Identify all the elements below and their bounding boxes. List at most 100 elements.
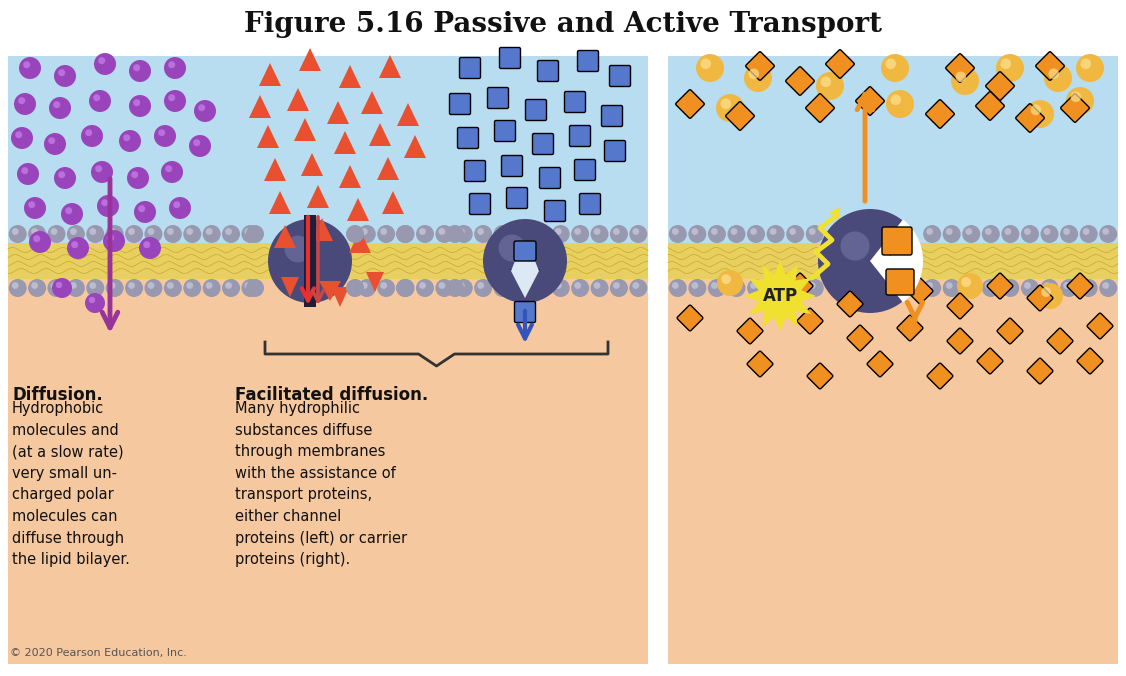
FancyBboxPatch shape <box>677 305 703 331</box>
Circle shape <box>727 279 745 297</box>
Circle shape <box>985 228 992 235</box>
Circle shape <box>102 230 125 252</box>
Circle shape <box>97 195 119 217</box>
FancyBboxPatch shape <box>494 120 516 141</box>
Circle shape <box>446 279 464 297</box>
Circle shape <box>1026 100 1054 128</box>
Circle shape <box>750 228 757 235</box>
Circle shape <box>161 161 184 183</box>
Circle shape <box>29 231 51 253</box>
Circle shape <box>400 282 406 289</box>
Circle shape <box>24 197 46 219</box>
FancyBboxPatch shape <box>676 90 705 118</box>
Circle shape <box>1040 279 1058 297</box>
Circle shape <box>767 225 785 243</box>
Circle shape <box>886 90 914 118</box>
Polygon shape <box>377 157 399 180</box>
Circle shape <box>1001 279 1019 297</box>
Text: Many hydrophilic
substances diffuse
through membranes
with the assistance of
tra: Many hydrophilic substances diffuse thro… <box>235 401 408 567</box>
FancyBboxPatch shape <box>1067 273 1093 299</box>
Circle shape <box>144 279 162 297</box>
Circle shape <box>154 125 176 147</box>
Circle shape <box>688 279 706 297</box>
Circle shape <box>536 228 543 235</box>
Circle shape <box>571 225 589 243</box>
Circle shape <box>982 225 1000 243</box>
Circle shape <box>808 228 815 235</box>
Circle shape <box>14 93 36 115</box>
Circle shape <box>132 171 138 178</box>
Polygon shape <box>259 63 282 86</box>
FancyBboxPatch shape <box>786 67 814 95</box>
Circle shape <box>56 282 62 288</box>
Circle shape <box>750 282 757 289</box>
Circle shape <box>360 228 368 235</box>
Polygon shape <box>311 218 333 241</box>
Polygon shape <box>397 103 419 126</box>
FancyBboxPatch shape <box>985 72 1015 100</box>
Circle shape <box>552 225 570 243</box>
FancyBboxPatch shape <box>787 273 813 299</box>
Circle shape <box>98 57 105 64</box>
Circle shape <box>1044 228 1051 235</box>
FancyBboxPatch shape <box>927 363 953 389</box>
FancyBboxPatch shape <box>1016 103 1044 132</box>
Circle shape <box>244 282 251 289</box>
Polygon shape <box>349 230 370 253</box>
Circle shape <box>716 94 744 122</box>
Circle shape <box>244 228 251 235</box>
Bar <box>304 215 316 307</box>
Circle shape <box>198 104 205 112</box>
FancyBboxPatch shape <box>886 269 914 295</box>
Circle shape <box>1060 225 1078 243</box>
FancyBboxPatch shape <box>578 51 599 72</box>
Circle shape <box>93 94 100 101</box>
Circle shape <box>51 228 57 235</box>
Circle shape <box>65 207 72 214</box>
Circle shape <box>189 135 211 157</box>
Polygon shape <box>379 55 401 78</box>
Circle shape <box>15 131 23 138</box>
Circle shape <box>167 282 173 289</box>
Circle shape <box>963 279 981 297</box>
Circle shape <box>133 64 141 71</box>
Circle shape <box>942 279 960 297</box>
Circle shape <box>1021 279 1039 297</box>
Circle shape <box>786 225 804 243</box>
Circle shape <box>965 282 972 289</box>
Circle shape <box>574 228 581 235</box>
Polygon shape <box>382 191 404 214</box>
Circle shape <box>1030 105 1042 115</box>
Circle shape <box>50 97 71 119</box>
Circle shape <box>89 297 96 304</box>
FancyBboxPatch shape <box>977 348 1003 374</box>
Circle shape <box>129 60 151 82</box>
FancyBboxPatch shape <box>465 160 485 181</box>
FancyBboxPatch shape <box>539 168 561 189</box>
Circle shape <box>610 225 628 243</box>
Circle shape <box>225 228 232 235</box>
Circle shape <box>770 228 777 235</box>
Circle shape <box>222 225 240 243</box>
Circle shape <box>377 279 395 297</box>
Circle shape <box>840 231 869 260</box>
Circle shape <box>148 228 154 235</box>
FancyBboxPatch shape <box>807 363 833 389</box>
FancyBboxPatch shape <box>976 92 1004 120</box>
Circle shape <box>1099 225 1117 243</box>
Circle shape <box>396 279 414 297</box>
Circle shape <box>438 282 445 289</box>
Circle shape <box>436 225 454 243</box>
Circle shape <box>744 64 772 92</box>
Circle shape <box>19 57 41 79</box>
Circle shape <box>164 225 181 243</box>
FancyBboxPatch shape <box>537 60 558 82</box>
Circle shape <box>360 282 368 289</box>
Circle shape <box>346 279 364 297</box>
FancyBboxPatch shape <box>747 351 772 377</box>
Polygon shape <box>300 48 321 71</box>
FancyBboxPatch shape <box>570 126 590 147</box>
Circle shape <box>1042 287 1051 297</box>
Circle shape <box>24 62 30 68</box>
FancyBboxPatch shape <box>1061 94 1089 122</box>
